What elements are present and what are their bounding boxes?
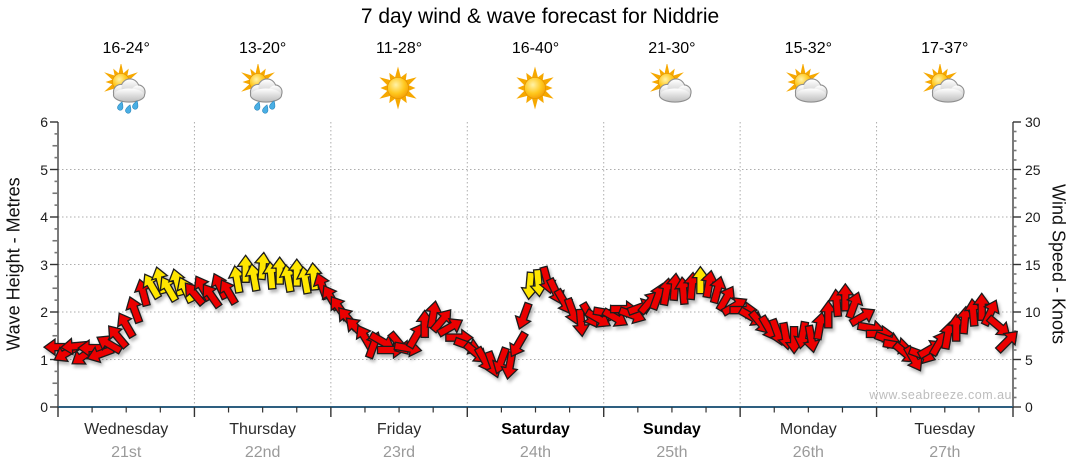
temperature-label: 16-24° (102, 40, 150, 57)
sun-cloud-rain-icon (236, 64, 290, 114)
temperature-label: 15-32° (784, 40, 832, 57)
sun-cloud-icon (781, 64, 835, 114)
sun-cloud-rain-icon (99, 64, 153, 114)
wave-axis-tick: 3 (40, 256, 48, 273)
wind-axis-tick: 15 (1025, 256, 1041, 273)
page-title: 7 day wind & wave forecast for Niddrie (360, 5, 720, 28)
date-label: 27th (929, 444, 961, 461)
wave-axis-tick: 1 (40, 351, 48, 368)
sunny-icon (509, 64, 563, 114)
day-label: Saturday (501, 421, 570, 438)
date-label: 23rd (383, 444, 416, 461)
date-label: 25th (656, 444, 688, 461)
sun-cloud-icon (918, 64, 972, 114)
wind-axis-tick: 25 (1025, 161, 1041, 178)
date-label: 24th (519, 444, 552, 461)
watermark: www.seabreeze.com.au (869, 388, 1012, 402)
wind-axis-tick: 0 (1025, 399, 1033, 415)
wave-axis-title: Wave Height - Metres (3, 177, 24, 351)
wave-axis-tick: 2 (40, 304, 48, 320)
day-label: Thursday (229, 421, 296, 438)
wind-axis-tick: 5 (1025, 351, 1033, 368)
wind-axis-title: Wind Speed - Knots (1048, 183, 1069, 345)
wave-axis-tick: 4 (40, 209, 48, 225)
temperature-label: 16-40° (511, 40, 560, 57)
day-label: Sunday (643, 421, 701, 438)
date-label: 26th (792, 444, 824, 461)
date-label: 21st (111, 444, 142, 461)
temperature-label: 17-37° (921, 40, 969, 57)
day-label: Tuesday (914, 421, 976, 438)
wind-axis-tick: 20 (1025, 209, 1041, 225)
day-label: Wednesday (84, 421, 169, 438)
date-label: 22nd (244, 444, 281, 461)
temperature-label: 11-28° (375, 40, 423, 57)
sun-cloud-icon (645, 64, 699, 114)
wave-axis-tick: 0 (40, 399, 48, 415)
day-label: Friday (376, 421, 422, 438)
wind-axis-tick: 30 (1025, 114, 1041, 130)
sunny-icon (372, 64, 426, 114)
day-label: Monday (779, 421, 837, 438)
temperature-label: 21-30° (648, 40, 696, 57)
wave-axis-tick: 6 (40, 114, 48, 130)
wave-axis-tick: 5 (40, 161, 48, 178)
temperature-label: 13-20° (238, 40, 287, 57)
wind-axis-tick: 10 (1025, 304, 1041, 320)
